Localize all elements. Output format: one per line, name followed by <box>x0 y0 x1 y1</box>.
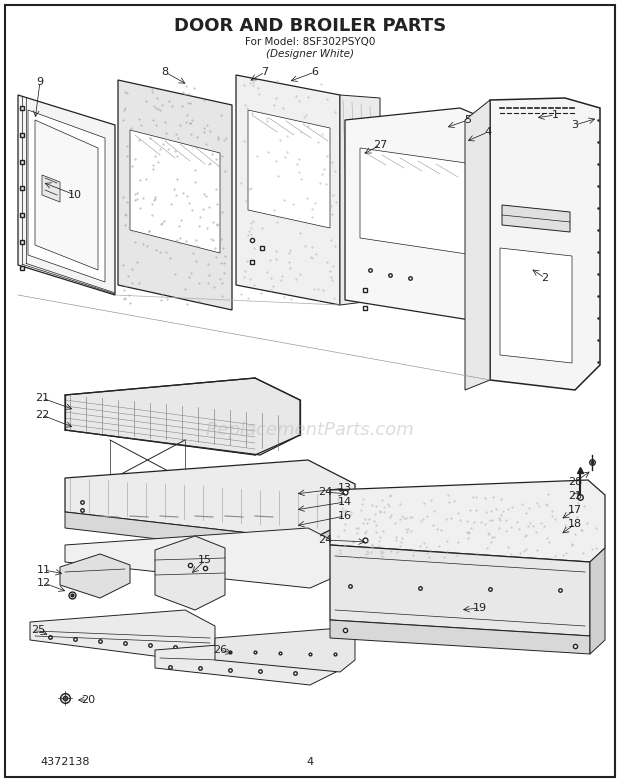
Text: 26: 26 <box>213 645 227 655</box>
Text: 2: 2 <box>541 273 549 283</box>
Text: 23: 23 <box>568 491 582 501</box>
Text: 4: 4 <box>484 127 492 137</box>
Polygon shape <box>155 638 340 685</box>
Polygon shape <box>65 528 355 588</box>
Polygon shape <box>18 95 115 295</box>
Polygon shape <box>65 378 300 455</box>
Text: ReplacementParts.com: ReplacementParts.com <box>206 421 414 439</box>
Text: For Model: 8SF302PSYQ0: For Model: 8SF302PSYQ0 <box>245 37 375 47</box>
Polygon shape <box>500 248 572 363</box>
Polygon shape <box>330 620 590 654</box>
Polygon shape <box>345 108 500 320</box>
Polygon shape <box>490 98 600 390</box>
Polygon shape <box>330 545 590 636</box>
Polygon shape <box>118 80 232 310</box>
Text: 10: 10 <box>68 190 82 200</box>
Text: 6: 6 <box>311 67 319 77</box>
Polygon shape <box>60 554 130 598</box>
Text: 19: 19 <box>473 603 487 613</box>
Text: 22: 22 <box>35 410 49 420</box>
Polygon shape <box>215 628 355 672</box>
Text: DOOR AND BROILER PARTS: DOOR AND BROILER PARTS <box>174 17 446 35</box>
Text: 24: 24 <box>318 535 332 545</box>
Polygon shape <box>465 100 490 390</box>
Text: 5: 5 <box>464 115 471 125</box>
Text: 15: 15 <box>198 555 212 565</box>
Polygon shape <box>502 205 570 232</box>
Text: 1: 1 <box>552 110 559 120</box>
Text: 17: 17 <box>568 505 582 515</box>
Text: 25: 25 <box>31 625 45 635</box>
Text: 27: 27 <box>373 140 387 150</box>
Polygon shape <box>65 460 355 540</box>
Polygon shape <box>340 95 380 305</box>
Polygon shape <box>65 512 310 557</box>
Text: 13: 13 <box>338 483 352 493</box>
Text: 21: 21 <box>35 393 49 403</box>
Text: 11: 11 <box>37 565 51 575</box>
Text: 28: 28 <box>568 477 582 487</box>
Polygon shape <box>35 120 98 270</box>
Polygon shape <box>248 110 330 228</box>
Polygon shape <box>28 110 105 282</box>
Text: 14: 14 <box>338 497 352 507</box>
Text: 4: 4 <box>306 757 314 767</box>
Polygon shape <box>42 175 60 202</box>
Polygon shape <box>330 480 605 562</box>
Text: 8: 8 <box>161 67 169 77</box>
Text: 9: 9 <box>37 77 43 87</box>
Polygon shape <box>236 75 340 305</box>
Text: (Designer White): (Designer White) <box>266 49 354 59</box>
Text: 20: 20 <box>81 695 95 705</box>
Polygon shape <box>130 130 220 253</box>
Text: 4372138: 4372138 <box>40 757 89 767</box>
Polygon shape <box>590 548 605 654</box>
Polygon shape <box>155 536 225 610</box>
Polygon shape <box>360 148 480 256</box>
Text: 16: 16 <box>338 511 352 521</box>
Text: 12: 12 <box>37 578 51 588</box>
Text: 18: 18 <box>568 519 582 529</box>
Polygon shape <box>30 610 215 660</box>
Text: 3: 3 <box>572 120 578 130</box>
Text: 24: 24 <box>318 487 332 497</box>
Text: 7: 7 <box>262 67 268 77</box>
Polygon shape <box>310 518 355 557</box>
